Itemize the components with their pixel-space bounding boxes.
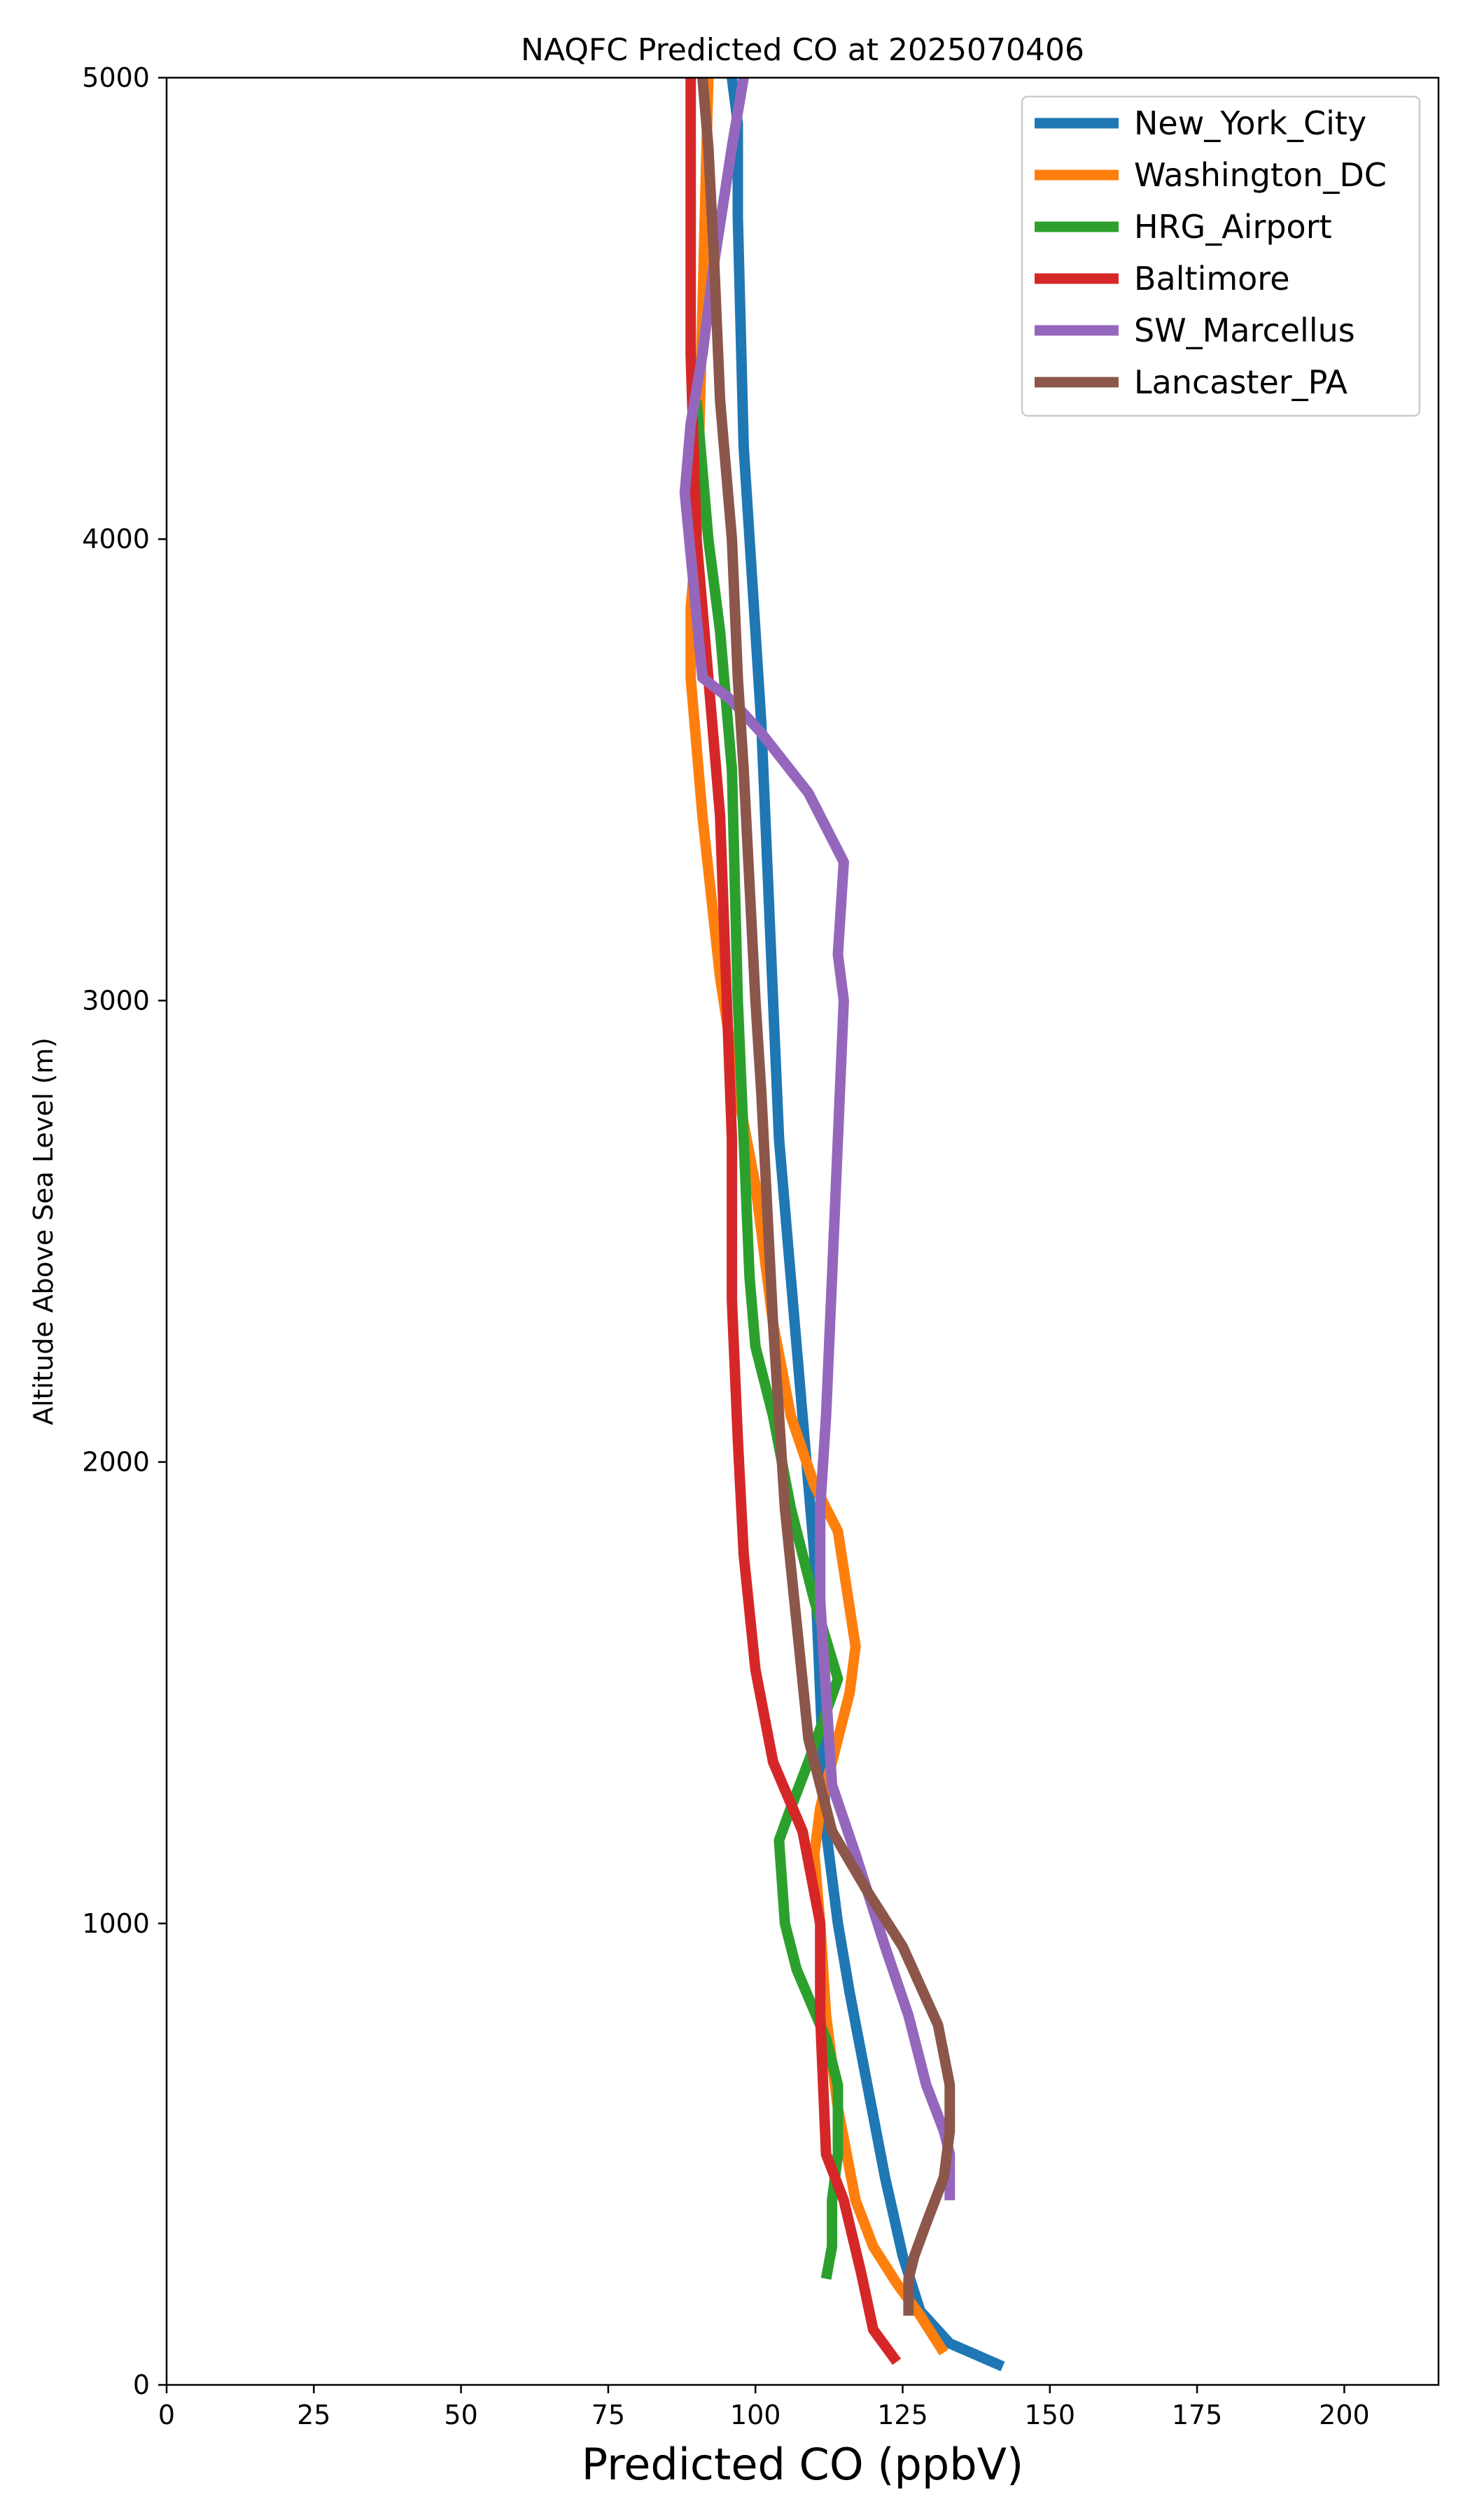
x-tick-label: 150: [1025, 2400, 1076, 2430]
series-line-HRG_Airport: [691, 400, 844, 2280]
x-tick-label: 25: [297, 2400, 330, 2430]
y-tick-label: 2000: [82, 1447, 150, 1478]
series-layer: [679, 76, 1005, 2372]
series-line-Washington_DC: [685, 77, 948, 2356]
chart-title: NAQFC Predicted CO at 2025070406: [521, 32, 1084, 68]
x-tick-label: 75: [592, 2400, 625, 2430]
y-tick-label: 1000: [82, 1908, 150, 1939]
x-tick-label: 50: [444, 2400, 477, 2430]
legend-label-Baltimore: Baltimore: [1134, 260, 1290, 298]
x-tick-label: 100: [730, 2400, 781, 2430]
y-tick-label: 4000: [82, 524, 150, 554]
x-tick-label: 175: [1172, 2400, 1223, 2430]
x-tick-label: 0: [158, 2400, 175, 2430]
series-line-SW_Marcellus: [679, 76, 955, 2201]
legend: New_York_City Washington_DC HRG_Airport Bal…: [1021, 95, 1421, 417]
y-tick-label: 0: [133, 2370, 150, 2400]
legend-label-HRG_Airport: HRG_Airport: [1134, 208, 1332, 246]
axes-layer: 0 25 50 75 100 125 150 175 200010002000300040005…: [82, 62, 1369, 2430]
x-tick-label: 200: [1319, 2400, 1370, 2430]
legend-label-New_York_City: New_York_City: [1134, 104, 1366, 142]
legend-box: [1021, 95, 1421, 417]
series-line-Lancaster_PA: [697, 77, 955, 2316]
legend-label-Lancaster_PA: Lancaster_PA: [1134, 363, 1348, 401]
y-tick-label: 3000: [82, 985, 150, 1016]
legend-label-Washington_DC: Washington_DC: [1134, 156, 1387, 194]
x-axis-label: Predicted CO (ppbV): [582, 2439, 1023, 2490]
series-line-New_York_City: [727, 77, 1005, 2372]
plot-frame: [165, 76, 1440, 2386]
y-axis-label: Altitude Above Sea Level (m): [28, 1037, 59, 1425]
x-tick-label: 125: [877, 2400, 928, 2430]
legend-label-SW_Marcellus: SW_Marcellus: [1134, 312, 1355, 349]
y-tick-label: 5000: [82, 62, 150, 93]
